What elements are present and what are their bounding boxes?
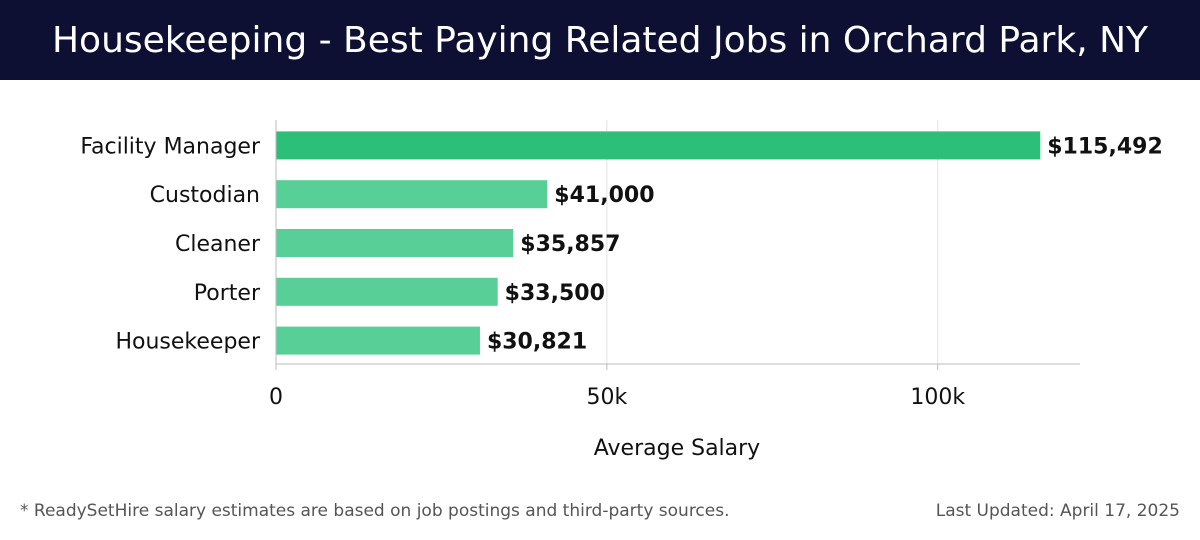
bars: Facility Manager $115,492 Custodian $41,000… bbox=[80, 131, 1163, 355]
gridlines bbox=[606, 120, 939, 364]
category-label: Porter bbox=[194, 281, 261, 306]
bar-value-label: $35,857 bbox=[520, 232, 620, 257]
last-updated: Last Updated: April 17, 2025 bbox=[935, 501, 1180, 521]
chart-header: Housekeeping - Best Paying Related Jobs … bbox=[0, 0, 1200, 80]
x-tick-label: 50k bbox=[586, 385, 627, 410]
x-axis: 0 50k 100k bbox=[269, 120, 1080, 410]
footer-note: * ReadySetHire salary estimates are base… bbox=[20, 501, 730, 521]
category-label: Custodian bbox=[150, 183, 260, 208]
bar bbox=[276, 326, 480, 355]
category-label: Housekeeper bbox=[115, 330, 260, 355]
category-label: Facility Manager bbox=[80, 134, 261, 159]
x-axis-title: Average Salary bbox=[594, 436, 760, 461]
chart-title: Housekeeping - Best Paying Related Jobs … bbox=[51, 19, 1148, 61]
bar-value-label: $115,492 bbox=[1047, 134, 1163, 159]
bar bbox=[276, 277, 498, 306]
x-tick-label: 0 bbox=[269, 385, 283, 410]
bar bbox=[276, 131, 1041, 160]
bar-chart: Facility Manager $115,492 Custodian $41,000… bbox=[80, 120, 1163, 461]
bar-value-label: $33,500 bbox=[505, 281, 605, 306]
x-tick-label: 100k bbox=[910, 385, 965, 410]
category-label: Cleaner bbox=[175, 232, 261, 257]
bar bbox=[276, 229, 514, 257]
bar-value-label: $30,821 bbox=[487, 330, 587, 355]
bar bbox=[276, 180, 548, 209]
bar-value-label: $41,000 bbox=[554, 183, 654, 208]
